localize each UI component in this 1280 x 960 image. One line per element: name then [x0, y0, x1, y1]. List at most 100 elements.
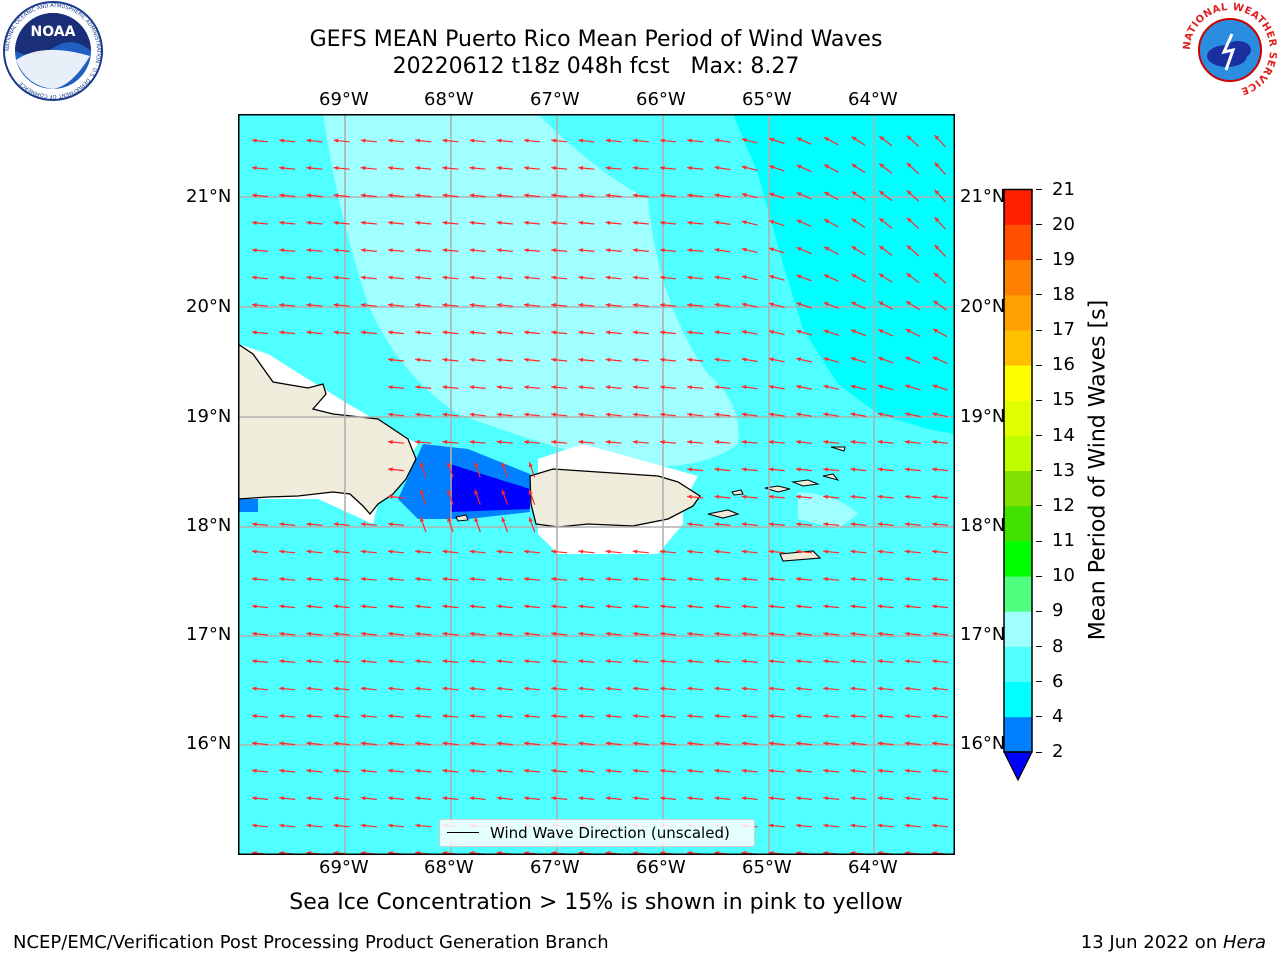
wave-arrow-head	[605, 796, 611, 801]
wave-arrow-head	[442, 576, 448, 582]
wave-arrow-head	[823, 604, 828, 609]
wave-arrow-head	[768, 823, 774, 828]
colorbar-label: 6	[1052, 670, 1064, 692]
wave-arrow-head	[496, 385, 502, 390]
wave-arrow-head	[687, 193, 692, 198]
wave-arrow-head	[687, 220, 692, 225]
wave-arrow-head	[306, 713, 312, 719]
footer-branch: NCEP/EMC/Verification Post Processing Pr…	[13, 932, 609, 953]
wave-arrow-head	[823, 384, 829, 389]
wave-arrow-head	[632, 439, 638, 445]
period-2-4-zone-west	[238, 499, 258, 512]
wave-arrow-head	[333, 713, 339, 719]
wave-arrow-head	[469, 412, 475, 417]
colorbar-frame	[1003, 188, 1033, 753]
wave-arrow-head	[879, 190, 885, 196]
wave-arrow-head	[496, 330, 502, 335]
wave-arrow-head	[687, 494, 692, 499]
wave-arrow-head	[796, 357, 802, 362]
wave-arrow-head	[932, 659, 937, 664]
wave-arrow-head	[469, 659, 475, 664]
wave-arrow-head	[632, 385, 638, 390]
wave-arrow-head	[333, 631, 339, 636]
wave-arrow-head	[714, 357, 720, 362]
wave-arrow-head	[632, 220, 638, 225]
wave-arrow-head	[877, 494, 883, 499]
wave-arrow-head	[551, 302, 556, 308]
lon-label-bottom-65w: 65°W	[742, 857, 792, 878]
lat-label-right-16n: 16°N	[960, 733, 1006, 754]
wave-arrow-head	[877, 713, 883, 719]
lat-label-left-21n: 21°N	[186, 186, 232, 207]
wave-arrow-head	[796, 302, 802, 307]
wave-arrow-head	[823, 823, 828, 828]
wave-arrow-head	[551, 220, 556, 225]
wave-arrow-head	[578, 713, 584, 719]
wave-arrow-head	[333, 165, 339, 171]
wave-arrow-head	[660, 604, 665, 609]
wave-arrow-head	[524, 741, 529, 746]
wave-arrow-head	[632, 302, 638, 308]
period-8-9-zone-east	[798, 492, 858, 529]
wave-arrow-head	[932, 686, 937, 691]
wave-arrow-head	[551, 138, 556, 143]
wave-arrow-head	[714, 302, 720, 308]
wave-arrow-head	[632, 275, 638, 280]
lat-label-left-19n: 19°N	[186, 406, 232, 427]
wave-arrow-head	[741, 631, 747, 636]
wave-arrow-head	[768, 494, 774, 499]
wave-arrow-head	[279, 631, 284, 636]
colorbar-cell	[1004, 646, 1032, 682]
wave-arrow-head	[415, 248, 420, 253]
wave-arrow-head	[578, 768, 584, 773]
wave-arrow-head	[551, 412, 556, 417]
wave-arrow-head	[388, 330, 393, 335]
wave-arrow-head	[306, 275, 312, 280]
lon-label-bottom-67w: 67°W	[530, 857, 580, 878]
wave-arrow-head	[252, 193, 257, 198]
wave-arrow-head	[388, 302, 393, 308]
wave-arrow-head	[904, 823, 910, 828]
wave-arrow-head	[252, 823, 257, 828]
wave-arrow-head	[252, 768, 257, 773]
wave-arrow-head	[360, 713, 366, 719]
wave-arrow-head	[741, 768, 747, 773]
wave-arrow-head	[306, 686, 312, 691]
wave-arrow-head	[741, 385, 747, 390]
wave-arrow-head	[605, 439, 611, 445]
wave-arrow-head	[333, 686, 339, 691]
wave-arrow-head	[524, 165, 529, 171]
wave-arrow-head	[306, 522, 312, 527]
wave-arrow-head	[333, 330, 339, 335]
wind-wave-arrows	[251, 134, 949, 855]
wave-arrow-head	[605, 631, 611, 636]
wave-arrow-head	[632, 713, 638, 719]
wave-arrow-head	[877, 631, 883, 636]
colorbar-cell	[1004, 716, 1032, 753]
lon-label-top-69w: 69°W	[319, 89, 369, 110]
wave-arrow-head	[279, 713, 284, 719]
wave-arrow-head	[934, 244, 940, 250]
wave-arrow-head	[442, 604, 448, 609]
wave-arrow-head	[442, 357, 448, 362]
colorbar-label: 10	[1052, 565, 1075, 587]
lat-label-right-21n: 21°N	[960, 186, 1006, 207]
wave-arrow-head	[823, 796, 828, 801]
wave-arrow-head	[551, 576, 556, 582]
wave-arrow-head	[605, 275, 611, 280]
wave-arrow-head	[578, 248, 584, 253]
wave-arrow-head	[528, 489, 533, 495]
wave-arrow-head	[360, 659, 366, 664]
wave-arrow-head	[388, 576, 393, 582]
colorbar-tick	[1036, 189, 1042, 190]
wave-arrow-head	[306, 576, 312, 582]
wave-arrow-head	[687, 741, 692, 746]
wave-arrow-head	[442, 549, 448, 554]
wave-arrow-head	[823, 439, 828, 445]
wave-arrow-head	[687, 412, 692, 417]
wave-arrow-head	[447, 489, 452, 495]
wave-arrow-head	[660, 248, 665, 253]
lat-label-left-18n: 18°N	[186, 515, 232, 536]
wave-arrow-head	[252, 220, 257, 225]
wave-arrow-head	[388, 357, 393, 362]
